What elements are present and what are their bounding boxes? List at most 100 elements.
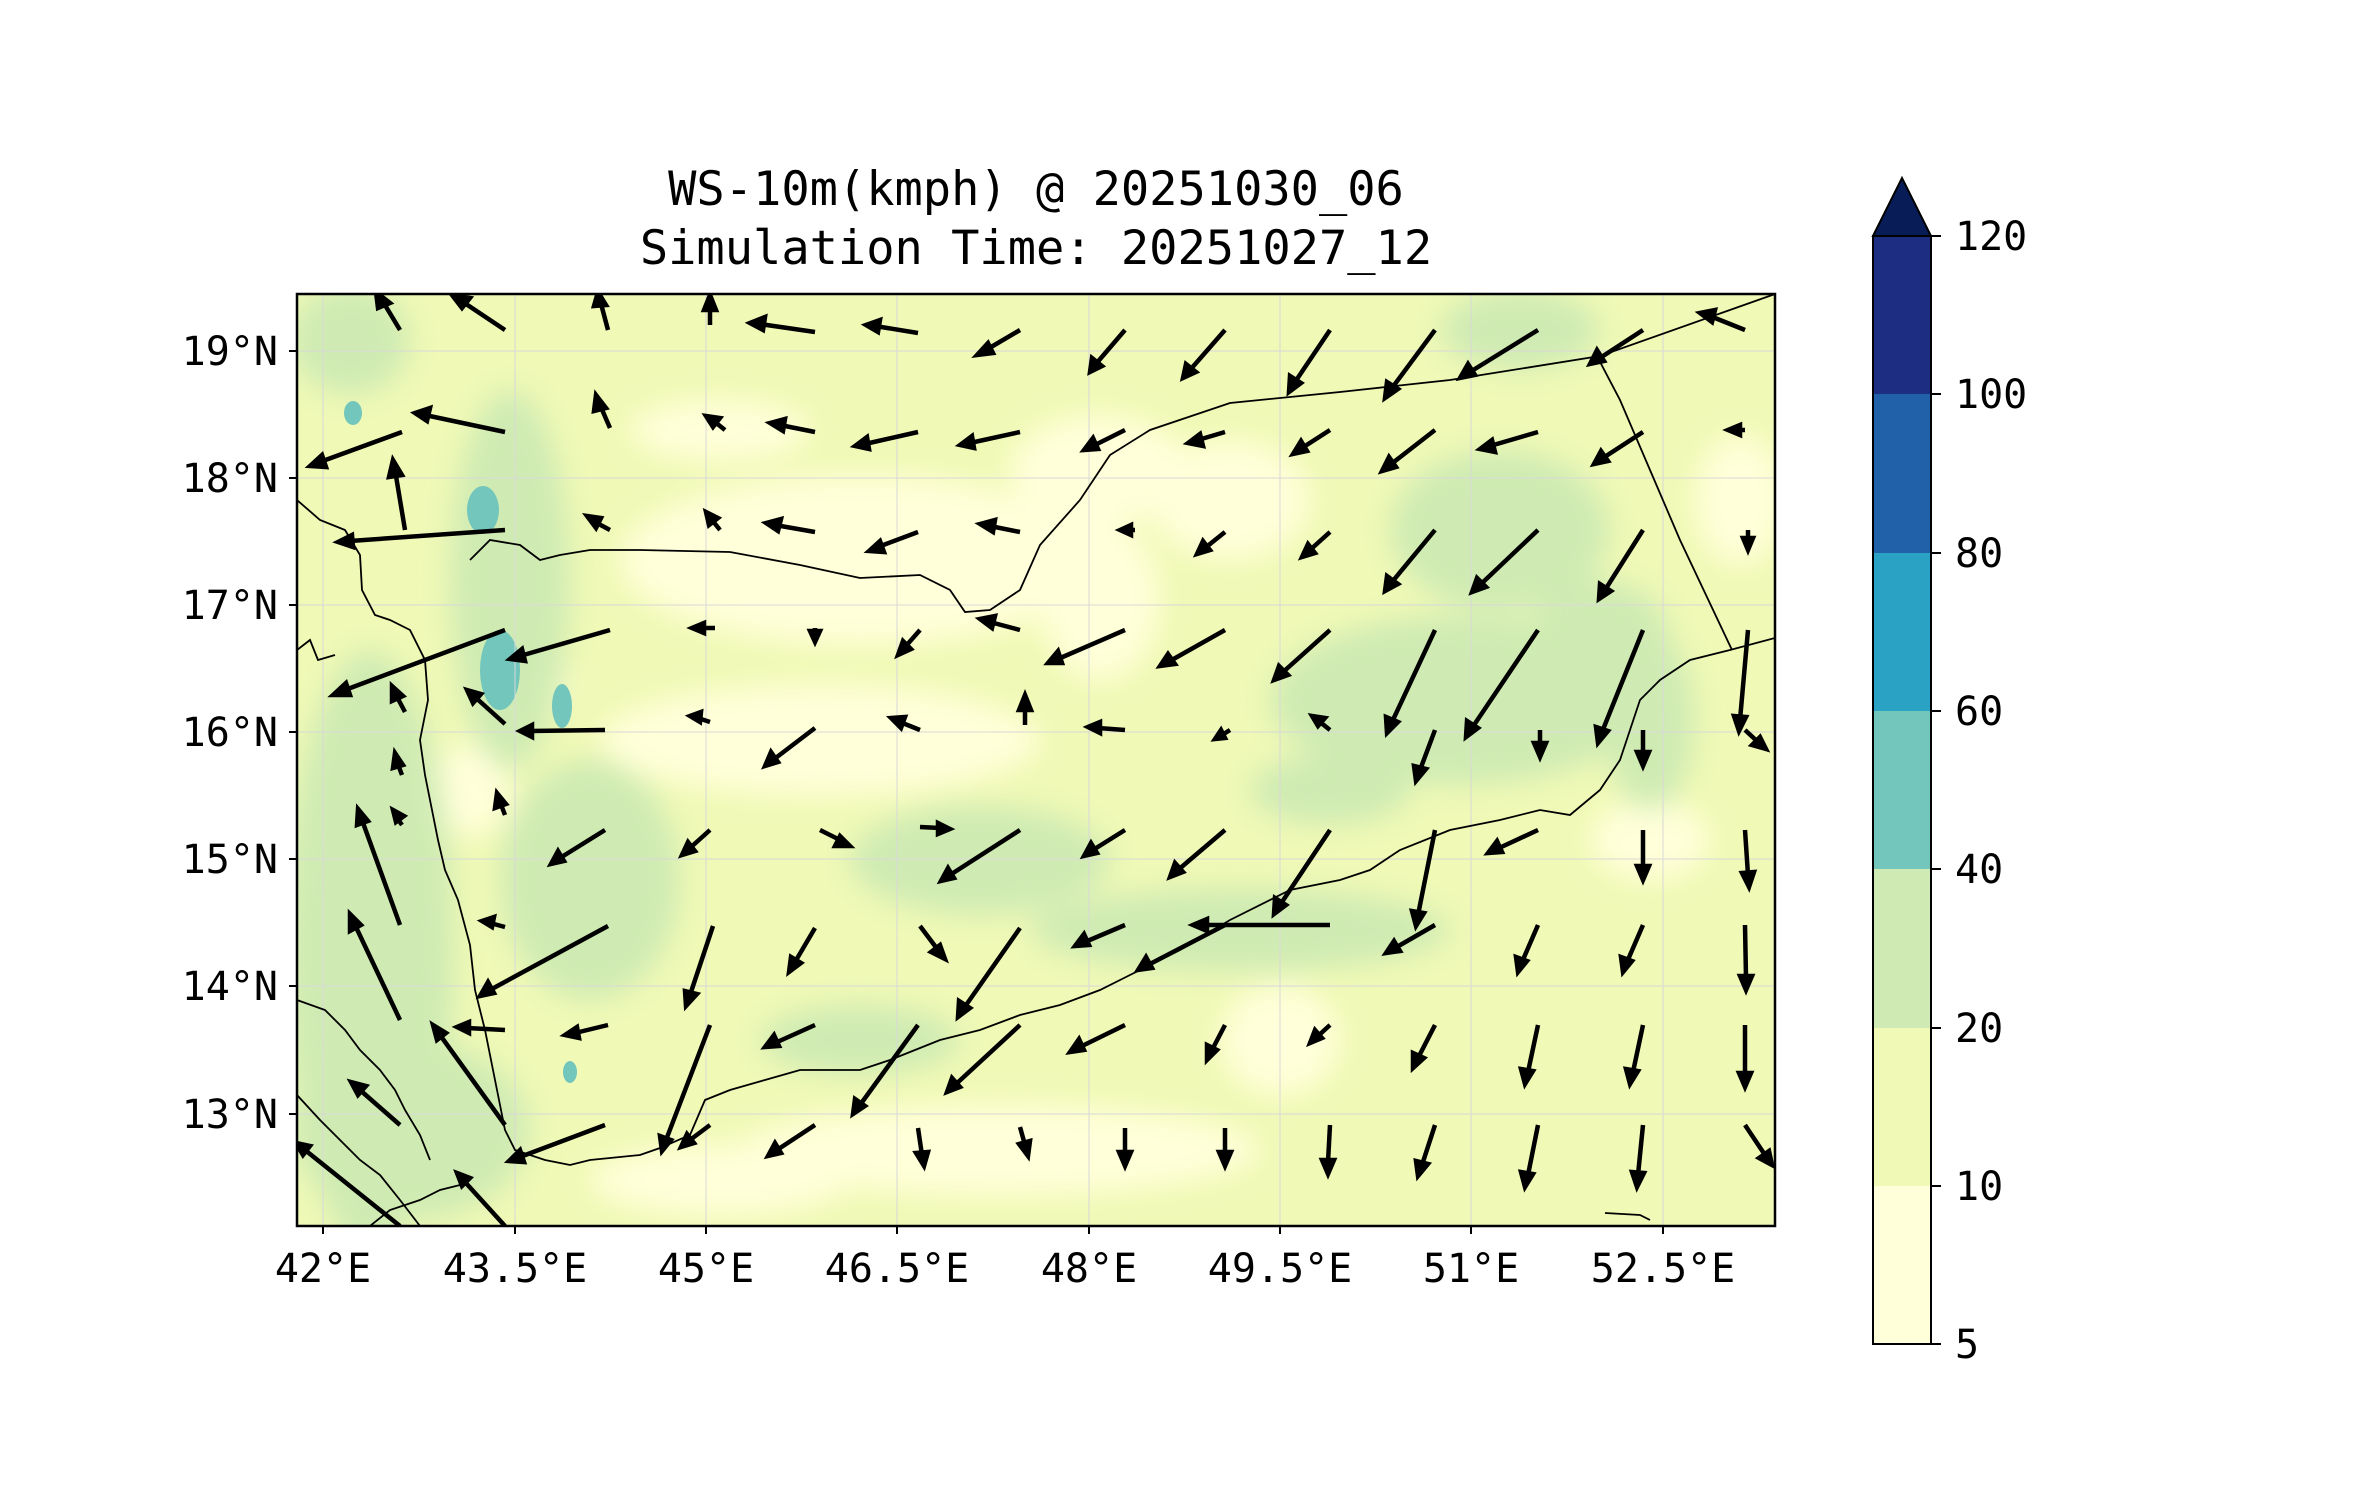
wind-vector: [849, 429, 919, 452]
wind-vector: [1736, 924, 1756, 996]
x-tick-label: 48°E: [1041, 1246, 1137, 1292]
wind-vector: [1408, 829, 1438, 932]
wind-vector: [1738, 829, 1758, 893]
colorbar-band-5-10: [1873, 1186, 1931, 1344]
x-axis-labels: 42°E 43.5°E 45°E 46.5°E 48°E 49.5°E 51°E…: [275, 1246, 1735, 1292]
wind-vector: [885, 714, 921, 733]
colorbar-label: 60: [1955, 689, 2003, 735]
colorbar-label: 5: [1955, 1322, 1979, 1368]
colorbar-label: 80: [1955, 531, 2003, 577]
wind-vector: [744, 313, 816, 335]
wind-vector: [682, 925, 716, 1012]
wind-vector: [476, 913, 506, 931]
wind-vector: [1297, 530, 1332, 561]
colorbar-frame: [1872, 235, 1932, 1345]
wind-vector: [1307, 713, 1332, 732]
y-tick-label: 18°N: [182, 456, 278, 502]
wind-vector: [1517, 1024, 1541, 1090]
coastline-socotra: [1604, 1212, 1651, 1221]
wind-vector: [1187, 915, 1330, 935]
x-tick-label: 49.5°E: [1208, 1246, 1353, 1292]
wind-vector: [760, 1022, 816, 1050]
y-axis-labels: 19°N 18°N 17°N 16°N 15°N 14°N 13°N: [182, 329, 278, 1138]
colorbar-labels: 5 10 20 40 60 80 100 120: [1955, 214, 2027, 1368]
title-line-simulation: Simulation Time: 20251027_12: [639, 221, 1433, 276]
coastline-main: [297, 499, 1775, 1166]
wind-vector: [1735, 1025, 1755, 1093]
colorbar-label: 100: [1955, 372, 2027, 418]
x-tick-label: 46.5°E: [825, 1246, 970, 1292]
wind-vector: [1455, 328, 1540, 382]
colorbar-label: 120: [1955, 214, 2027, 260]
wind-vector: [1474, 429, 1539, 455]
colorbar-band-10-20: [1873, 1028, 1931, 1186]
map-title: WS-10m(kmph) @ 20251030_06 Simulation Ti…: [297, 160, 1775, 278]
wind-vector: [684, 708, 711, 726]
wind-vector: [850, 1023, 920, 1119]
wind-vector: [327, 627, 506, 698]
wind-vector: [514, 721, 606, 741]
y-tick-label: 14°N: [182, 964, 278, 1010]
wind-vector: [1079, 427, 1127, 453]
wind-vector: [763, 1123, 817, 1160]
wind-vector: [1383, 629, 1438, 739]
colorbar-label: 20: [1955, 1006, 2003, 1052]
wind-vector: [760, 515, 816, 535]
wind-vector: [1079, 828, 1127, 860]
wind-vector: [1192, 530, 1227, 558]
colorbar-label: 10: [1955, 1164, 2003, 1210]
colorbar: 5 10 20 40 60 80 100 120: [1871, 175, 2027, 1368]
wind-vector: [894, 628, 922, 660]
wind-vector: [702, 507, 723, 532]
colorbar-band-60-80: [1873, 553, 1931, 711]
wind-vector: [1215, 1128, 1235, 1172]
wind-vector: [462, 686, 507, 726]
wind-vector: [1318, 1124, 1338, 1180]
wind-vector: [1133, 923, 1227, 973]
colorbar-label: 40: [1955, 847, 2003, 893]
wind-vector: [1179, 328, 1227, 382]
wind-vector: [1596, 528, 1645, 604]
wind-vector: [1087, 328, 1127, 376]
wind-vector: [297, 1140, 402, 1226]
wind-vector: [1743, 1123, 1775, 1170]
coastlines-and-borders: [297, 294, 1775, 1226]
wind-vector: [971, 328, 1022, 358]
wind-vector: [1593, 629, 1646, 749]
x-tick-label: 42°E: [275, 1246, 371, 1292]
wind-vector: [1411, 729, 1438, 787]
wind-vector: [1288, 428, 1332, 458]
wind-vector: [354, 803, 403, 926]
wind-vector: [806, 628, 824, 648]
wind-vector: [1306, 1023, 1332, 1048]
wind-vector: [974, 516, 1021, 536]
wind-vector: [1483, 827, 1539, 856]
wind-vector: [1589, 430, 1645, 468]
wind-vector: [1530, 730, 1550, 763]
wind-vector: [1410, 1023, 1438, 1074]
colorbar-band-100-120: [1873, 236, 1931, 394]
y-tick-label: 16°N: [182, 710, 278, 756]
wind-vector: [504, 627, 611, 664]
wind-vector: [761, 726, 817, 770]
wind-vector: [1618, 924, 1646, 978]
wind-vector: [1463, 628, 1540, 742]
y-tick-label: 15°N: [182, 837, 278, 883]
wind-vector: [764, 415, 816, 435]
x-tick-label: 45°E: [658, 1246, 754, 1292]
wind-vector: [346, 1078, 402, 1127]
wind-vector: [1377, 428, 1437, 475]
wind-vector: [1286, 328, 1332, 397]
coastline-african: [297, 999, 431, 1161]
wind-vector: [451, 1018, 506, 1037]
wind-vector: [936, 828, 1022, 885]
wind-vector: [559, 1022, 609, 1041]
wind-vector: [700, 294, 720, 325]
wind-vector: [347, 908, 403, 1021]
wind-vector: [676, 1123, 712, 1151]
graticule: [297, 294, 1775, 1226]
wind-vector: [1517, 1124, 1541, 1193]
wind-vector: [409, 404, 506, 435]
wind-vector: [1270, 628, 1332, 684]
